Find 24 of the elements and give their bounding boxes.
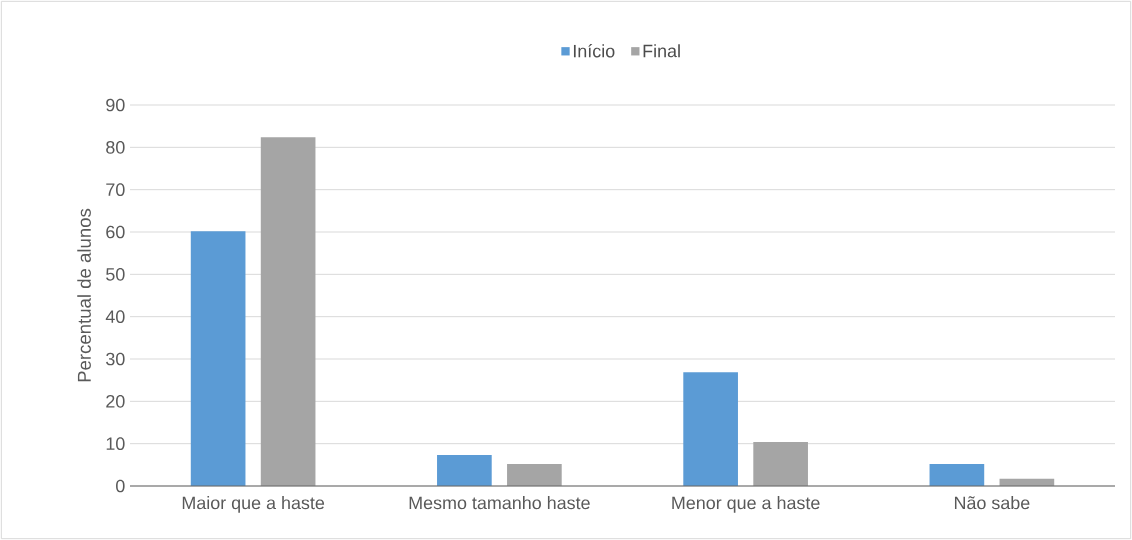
y-tick-label: 0 — [116, 479, 125, 493]
bar — [683, 372, 738, 486]
y-tick-label: 40 — [105, 310, 125, 324]
bar — [507, 463, 562, 486]
bar — [929, 463, 985, 486]
y-tick-label: 30 — [106, 352, 125, 366]
bar — [437, 455, 492, 486]
x-tick-label: Mesmo tamanho haste — [409, 496, 590, 510]
legend-label: Final — [643, 44, 680, 58]
y-tick-label: 70 — [106, 183, 125, 197]
bar — [190, 231, 246, 486]
x-tick-label: Menor que a haste — [672, 496, 820, 513]
y-tick-label: 60 — [106, 225, 125, 239]
x-tick-label: Não sabe — [954, 496, 1030, 510]
y-tick-label: 90 — [106, 98, 125, 112]
y-axis-title: Percentual de alunos — [77, 208, 91, 382]
bar — [260, 137, 316, 486]
bar — [753, 441, 808, 486]
x-tick-label: Maior que a haste — [182, 496, 325, 513]
y-tick-label: 80 — [106, 140, 125, 154]
y-tick-label: 20 — [106, 394, 125, 408]
y-tick-label: 10 — [106, 437, 125, 451]
y-tick-label: 50 — [106, 267, 125, 281]
legend-label: Início — [573, 44, 615, 58]
